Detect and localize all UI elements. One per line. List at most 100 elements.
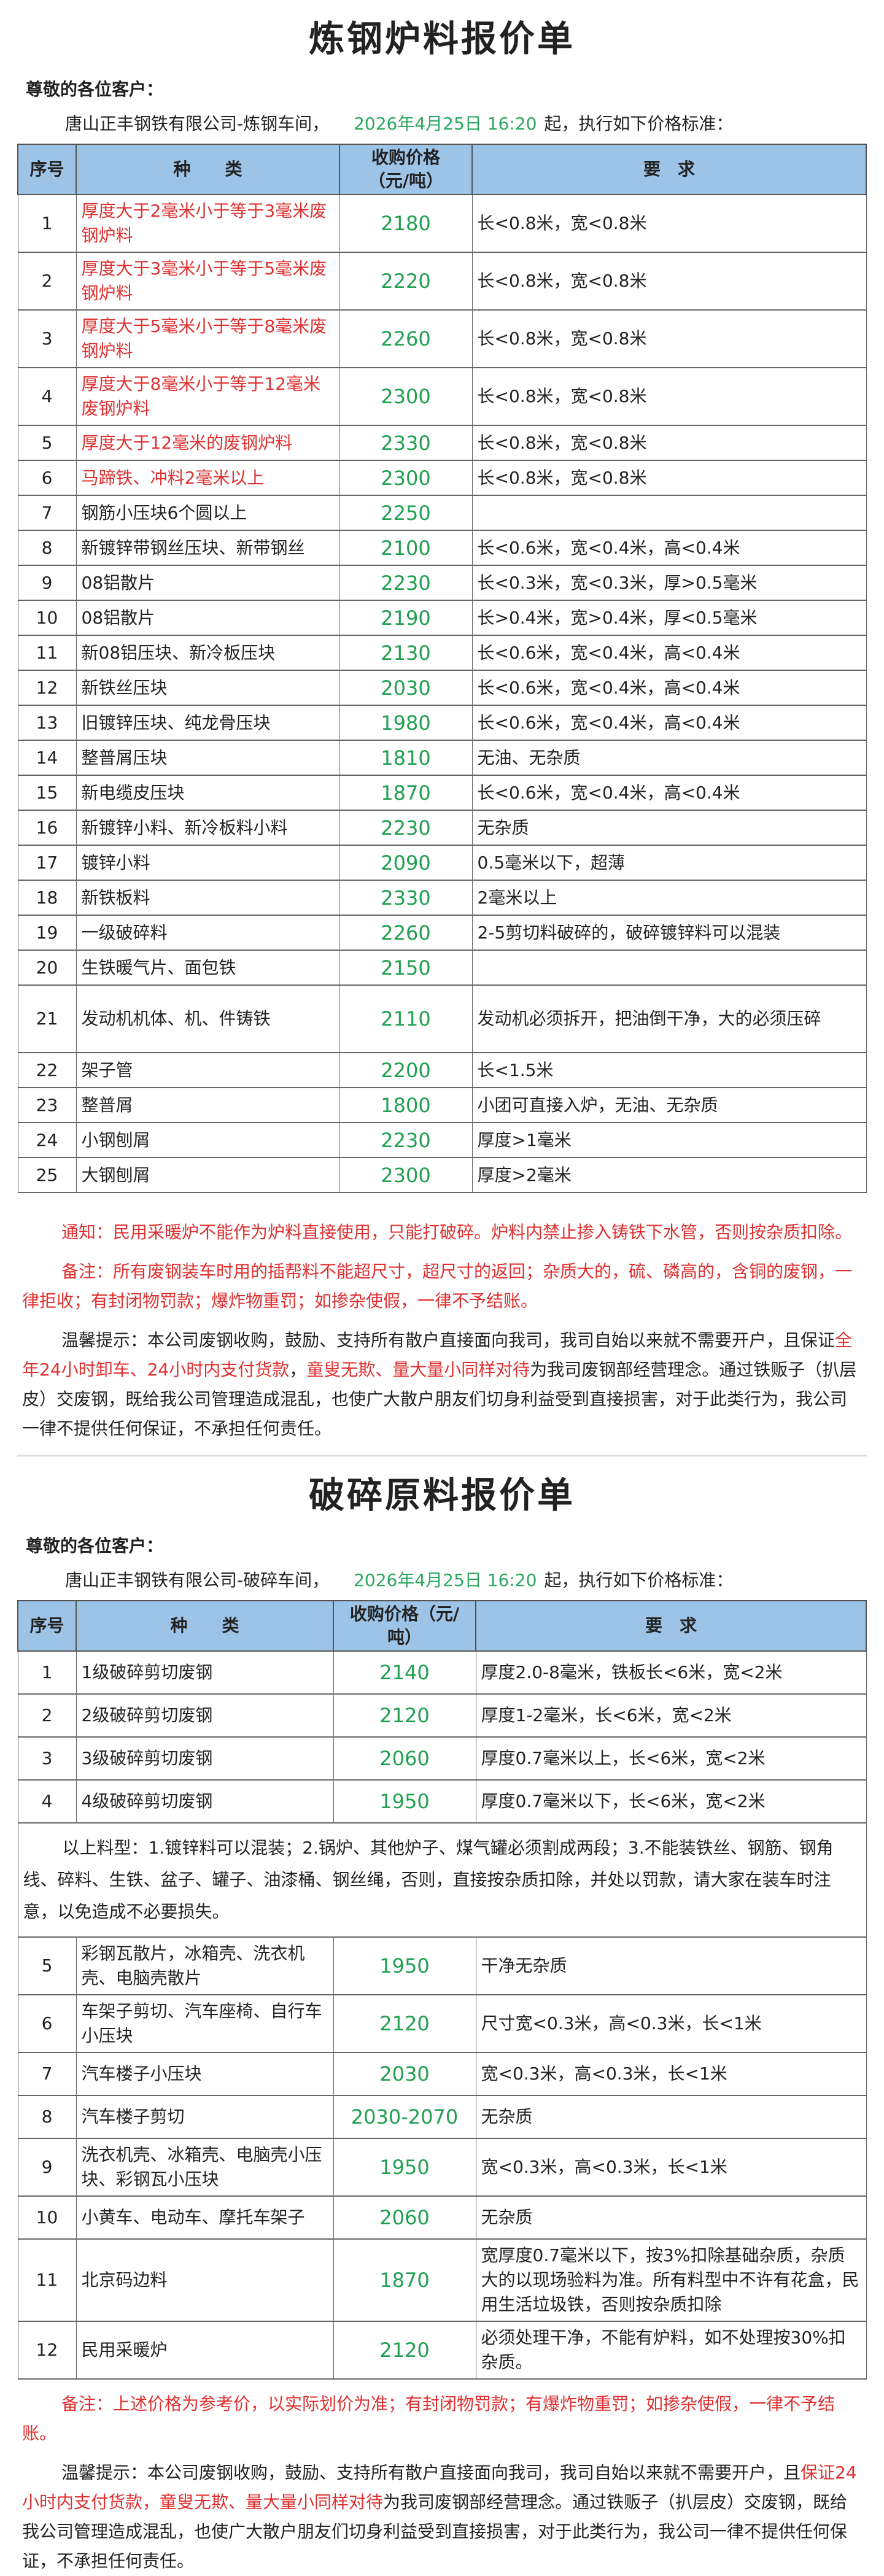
row-requirement: 小团可直接入炉，无油、无杂质	[471, 1087, 867, 1123]
row-number: 1	[17, 194, 77, 253]
row-requirement: 长<0.6米，宽<0.4米，高<0.4米	[471, 775, 867, 811]
row-number: 15	[17, 775, 77, 811]
row-number: 20	[17, 950, 77, 986]
row-number: 18	[17, 880, 77, 916]
row-requirement	[471, 495, 867, 531]
greeting-2: 尊敬的各位客户：	[26, 1536, 164, 1556]
table-header: 序号 种 类 收购价格（元/吨） 要 求	[17, 144, 867, 195]
table-row: 12 民用采暖炉 2120 必须处理干净，不能有炉料，如不处理按30%扣杂质。	[17, 2321, 867, 2380]
row-requirement: 厚度1-2毫米，长<6米，宽<2米	[475, 1693, 867, 1738]
table-row: 7 汽车楼子小压块 2030 宽<0.3米，高<0.3米，长<1米	[17, 2052, 867, 2096]
page-title-2: 破碎原料报价单	[308, 1474, 575, 1516]
row-requirement: 厚度0.7毫米以下，长<6米，宽<2米	[475, 1779, 867, 1824]
table-row: 6 车架子剪切、汽车座椅、自行车小压块 2120 尺寸宽<0.3米，高<0.3米，长<…	[17, 1994, 867, 2053]
row-price: 2120	[333, 2321, 476, 2380]
row-type: 大钢刨屑	[76, 1157, 340, 1193]
row-number: 8	[17, 2095, 77, 2139]
header-no: 序号	[17, 144, 77, 195]
row-requirement: 长<0.6米，宽<0.4米，高<0.4米	[471, 530, 867, 566]
table-row: 22 架子管 2200 长<1.5米	[17, 1052, 867, 1088]
row-price: 2300	[339, 460, 473, 496]
header-type: 种 类	[76, 144, 340, 195]
tip-segment: 温馨提示：本公司废钢收购，鼓励、支持所有散户直接面向我司，我司自始以来就不需要开…	[61, 2462, 801, 2483]
table-row: 20 生铁暖气片、面包铁 2150	[17, 950, 867, 986]
row-price: 2120	[333, 1994, 476, 2053]
row-price: 2090	[339, 845, 473, 881]
row-price: 2190	[339, 600, 473, 636]
row-type: 新镀锌小料、新冷板料小料	[76, 810, 340, 846]
row-type: 洗衣机壳、冰箱壳、电脑壳小压块、彩钢瓦小压块	[76, 2138, 334, 2197]
table-row: 14 整普屑压块 1810 无油、无杂质	[17, 740, 867, 776]
row-type: 厚度大于3毫米小于等于5毫米废钢炉料	[76, 252, 340, 311]
row-number: 14	[17, 740, 77, 776]
tip-segment: 全年24小时卸车、24小时内支付货款	[22, 1330, 853, 1380]
row-price: 2200	[339, 1052, 473, 1088]
table-row: 4 4级破碎剪切废钢 1950 厚度0.7毫米以下，长<6米，宽<2米	[17, 1779, 867, 1824]
tip-text: 温馨提示：本公司废钢收购，鼓励、支持所有散户直接面向我司，我司自始以来就不需要开…	[17, 1316, 867, 1444]
steelmaking-price-table: 序号 种 类 收购价格（元/吨） 要 求 1 厚度大于2毫米小于等于3毫米废钢炉料…	[17, 144, 867, 1193]
row-number: 22	[17, 1052, 77, 1088]
row-requirement: 2毫米以上	[471, 880, 867, 916]
company-line: 唐山正丰钢铁有限公司-炼钢车间， 2026年4月25日 16:20 起，执行如下价格…	[17, 104, 867, 144]
row-type: 新08铝压块、新冷板压块	[76, 635, 340, 671]
tip-segment: ，	[289, 1360, 307, 1380]
row-type: 一级破碎料	[76, 915, 340, 951]
row-type: 厚度大于5毫米小于等于8毫米废钢炉料	[76, 309, 340, 368]
row-type: 钢筋小压块6个圆以上	[76, 495, 340, 531]
table-row: 21 发动机机体、机、件铸铁 2110 发动机必须拆开，把油倒干净，大的必须压碎	[17, 984, 867, 1053]
row-type: 新镀锌带钢丝压块、新带钢丝	[76, 530, 340, 566]
row-price: 1870	[333, 2238, 476, 2322]
row-number: 24	[17, 1122, 77, 1158]
row-requirement: 长<0.6米，宽<0.4米，高<0.4米	[471, 705, 867, 741]
row-type: 08铝散片	[76, 600, 340, 636]
row-number: 19	[17, 915, 77, 951]
table-row: 8 汽车楼子剪切 2030-2070 无杂质	[17, 2095, 867, 2139]
table-row: 2 厚度大于3毫米小于等于5毫米废钢炉料 2220 长<0.8米，宽<0.8米	[17, 252, 867, 311]
crushing-price-sheet: 破碎原料报价单 尊敬的各位客户： 唐山正丰钢铁有限公司-破碎车间， 2026年4月…	[0, 1456, 884, 2576]
row-requirement: 厚度0.7毫米以上，长<6米，宽<2米	[475, 1736, 867, 1781]
row-type: 3级破碎剪切废钢	[76, 1736, 334, 1781]
row-number: 2	[17, 252, 77, 311]
row-price: 2300	[339, 1157, 473, 1193]
table-row: 2 2级破碎剪切废钢 2120 厚度1-2毫米，长<6米，宽<2米	[17, 1693, 867, 1738]
table-header: 序号 种 类 收购价格（元/吨） 要 求	[17, 1600, 867, 1652]
row-type: 架子管	[76, 1052, 340, 1088]
table-row: 7 钢筋小压块6个圆以上 2250	[17, 495, 867, 531]
row-requirement: 长<0.6米，宽<0.4米，高<0.4米	[471, 635, 867, 671]
row-type: 发动机机体、机、件铸铁	[76, 984, 340, 1053]
row-number: 13	[17, 705, 77, 741]
row-requirement: 宽厚度0.7毫米以下，按3%扣除基础杂质，杂质大的以现场验料为准。所有料型中不许…	[475, 2238, 867, 2322]
row-requirement: 0.5毫米以下，超薄	[471, 845, 867, 881]
row-number: 2	[17, 1693, 77, 1738]
row-type: 厚度大于12毫米的废钢炉料	[76, 425, 340, 461]
row-type: 汽车楼子小压块	[76, 2052, 334, 2096]
row-requirement: 长<0.6米，宽<0.4米，高<0.4米	[471, 670, 867, 706]
row-requirement: 长<0.8米，宽<0.8米	[471, 309, 867, 368]
row-type: 汽车楼子剪切	[76, 2095, 334, 2139]
row-number: 6	[17, 460, 77, 496]
header-requirement: 要 求	[471, 144, 867, 195]
tip-text-2: 温馨提示：本公司废钢收购，鼓励、支持所有散户直接面向我司，我司自始以来就不需要开…	[17, 2448, 867, 2576]
row-price: 2140	[333, 1650, 476, 1695]
row-requirement: 2-5剪切料破碎的，破碎镀锌料可以混装	[471, 915, 867, 951]
row-requirement: 长<0.8米，宽<0.8米	[471, 367, 867, 426]
notice-text: 通知：民用采暖炉不能作为炉料直接使用，只能打破碎。炉料内禁止掺入铸铁下水管，否则…	[61, 1222, 853, 1242]
row-number: 3	[17, 309, 77, 368]
row-number: 21	[17, 984, 77, 1053]
header-no: 序号	[17, 1600, 77, 1652]
material-note: 以上料型：1.镀锌料可以混装；2.锅炉、其他炉子、煤气罐必须割成两段；3.不能装…	[17, 1822, 867, 1938]
row-type: 整普屑压块	[76, 740, 340, 776]
table-row: 16 新镀锌小料、新冷板料小料 2230 无杂质	[17, 810, 867, 846]
row-requirement: 宽<0.3米，高<0.3米，长<1米	[475, 2138, 867, 2197]
remark-text-2: 备注：上述价格为参考价，以实际划价为准；有封闭物罚款；有爆炸物重罚；如掺杂使假，…	[22, 2394, 836, 2443]
row-type: 北京码边料	[76, 2238, 334, 2322]
row-number: 7	[17, 2052, 77, 2096]
row-type: 马蹄铁、冲料2毫米以上	[76, 460, 340, 496]
row-price: 2260	[339, 915, 473, 951]
row-requirement: 无油、无杂质	[471, 740, 867, 776]
row-type: 厚度大于8毫米小于等于12毫米废钢炉料	[76, 367, 340, 426]
row-requirement: 无杂质	[475, 2195, 867, 2240]
row-number: 25	[17, 1157, 77, 1193]
row-number: 9	[17, 2138, 77, 2197]
row-requirement: 厚度>2毫米	[471, 1157, 867, 1193]
